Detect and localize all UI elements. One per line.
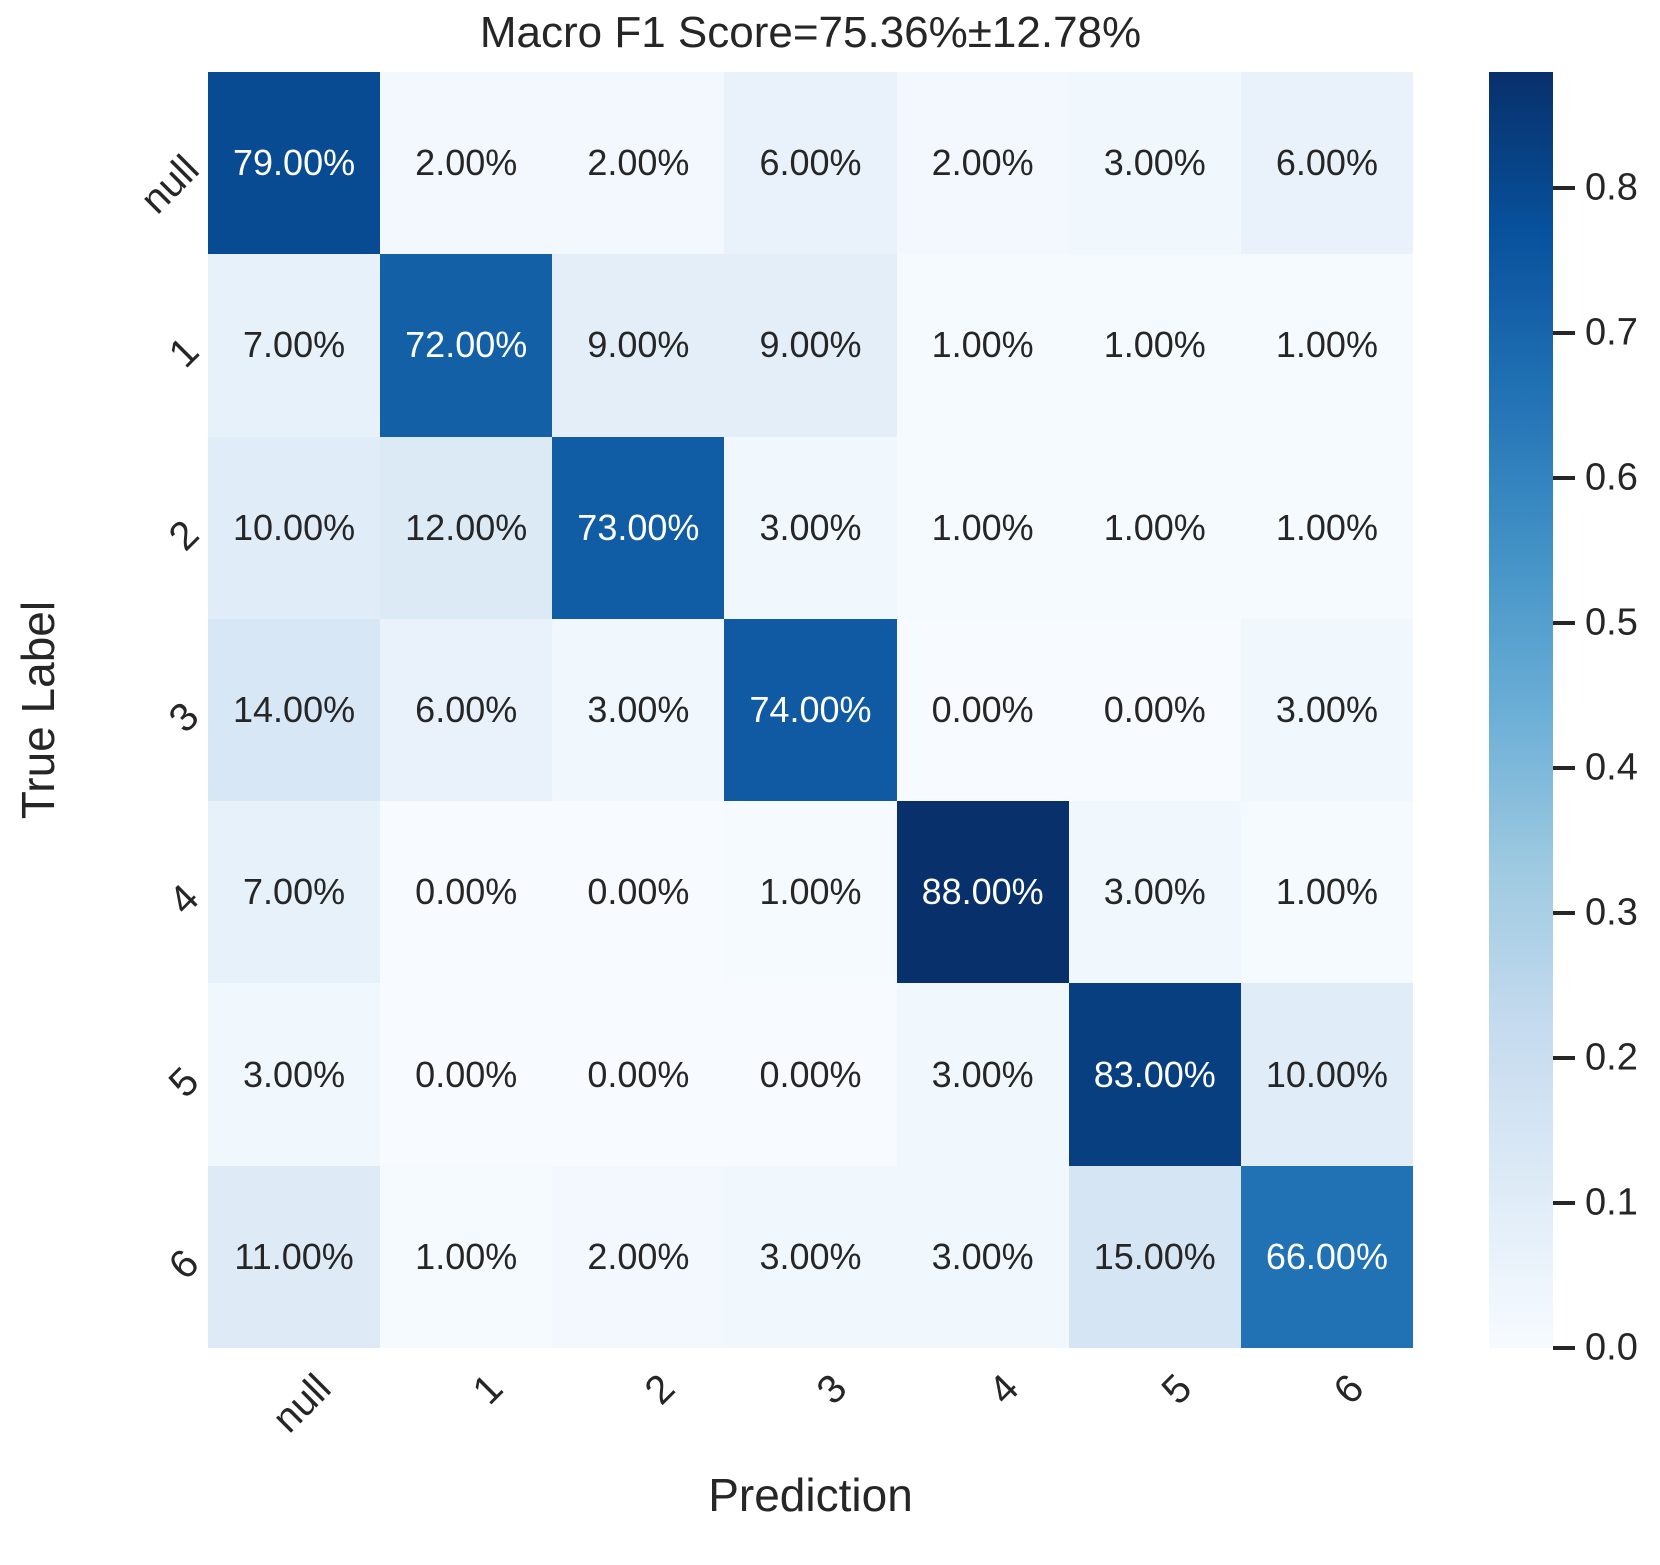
colorbar-tick-mark bbox=[1553, 911, 1575, 915]
x-tick-label: 3 bbox=[808, 1366, 856, 1413]
colorbar-tick-mark bbox=[1553, 186, 1575, 190]
heatmap-cell: 3.00% bbox=[1068, 72, 1241, 255]
heatmap-cell: 10.00% bbox=[1240, 983, 1413, 1166]
colorbar-tick-mark bbox=[1553, 766, 1575, 770]
x-tick-label: 2 bbox=[636, 1366, 684, 1413]
heatmap-cell: 1.00% bbox=[1240, 254, 1413, 437]
heatmap-cell: 7.00% bbox=[208, 254, 381, 437]
y-tick-label: 1 bbox=[160, 329, 208, 377]
heatmap-cell: 0.00% bbox=[1068, 618, 1241, 802]
heatmap-cell: 66.00% bbox=[1240, 1165, 1413, 1348]
heatmap-cell: 1.00% bbox=[724, 801, 897, 984]
heatmap-cell: 1.00% bbox=[1068, 436, 1241, 619]
heatmap-cell: 73.00% bbox=[552, 436, 725, 619]
heatmap-cell: 0.00% bbox=[380, 983, 553, 1166]
heatmap-cell: 15.00% bbox=[1068, 1165, 1241, 1348]
heatmap-cell: 9.00% bbox=[552, 254, 725, 437]
colorbar-tick-mark bbox=[1553, 1056, 1575, 1060]
heatmap-cell: 79.00% bbox=[208, 72, 381, 255]
heatmap-cell: 88.00% bbox=[896, 801, 1069, 984]
heatmap-cell: 1.00% bbox=[896, 254, 1069, 437]
heatmap-cell: 0.00% bbox=[896, 618, 1069, 802]
x-tick-label: 4 bbox=[980, 1366, 1028, 1413]
colorbar-tick-label: 0.8 bbox=[1585, 166, 1638, 209]
heatmap-cell: 72.00% bbox=[380, 254, 553, 437]
y-axis-label: True Label bbox=[12, 600, 64, 820]
x-tick-label: 1 bbox=[464, 1366, 512, 1413]
colorbar-tick-label: 0.1 bbox=[1585, 1181, 1638, 1224]
heatmap-cell: 0.00% bbox=[552, 801, 725, 984]
colorbar-tick-mark bbox=[1553, 1346, 1575, 1350]
y-tick-label: 3 bbox=[160, 694, 208, 741]
heatmap-cell: 1.00% bbox=[1240, 801, 1413, 984]
heatmap-cell: 3.00% bbox=[896, 1165, 1069, 1348]
heatmap-cell: 83.00% bbox=[1068, 983, 1241, 1166]
heatmap-cell: 74.00% bbox=[724, 618, 897, 802]
heatmap-cell: 3.00% bbox=[208, 983, 381, 1166]
heatmap-cell: 1.00% bbox=[896, 436, 1069, 619]
heatmap-grid: 79.00% 2.00% 2.00% 6.00% 2.00% 3.00% 6.00% 7.00… bbox=[208, 72, 1413, 1348]
colorbar-tick-label: 0.0 bbox=[1585, 1326, 1638, 1369]
colorbar-tick-mark bbox=[1553, 476, 1575, 480]
chart-title: Macro F1 Score=75.36%±12.78% bbox=[479, 8, 1142, 57]
heatmap-cell: 11.00% bbox=[208, 1165, 381, 1348]
x-tick-label: 5 bbox=[1153, 1366, 1200, 1413]
colorbar-tick-label: 0.6 bbox=[1585, 456, 1638, 499]
colorbar-tick-mark bbox=[1553, 1201, 1575, 1205]
heatmap-cell: 6.00% bbox=[1240, 72, 1413, 255]
heatmap-cell: 2.00% bbox=[552, 72, 725, 255]
heatmap-cell: 6.00% bbox=[380, 618, 553, 802]
heatmap-cell: 0.00% bbox=[724, 983, 897, 1166]
heatmap-cell: 2.00% bbox=[552, 1165, 725, 1348]
heatmap-cell: 12.00% bbox=[380, 436, 553, 619]
colorbar-tick-mark bbox=[1553, 621, 1575, 625]
x-tick-label: 6 bbox=[1325, 1366, 1373, 1413]
y-tick-label: 5 bbox=[160, 1058, 208, 1106]
heatmap-cell: 2.00% bbox=[380, 72, 553, 255]
colorbar-tick-label: 0.3 bbox=[1585, 891, 1638, 934]
x-tick-label: null bbox=[264, 1366, 340, 1442]
colorbar-tick-label: 0.5 bbox=[1585, 601, 1638, 644]
y-tick-label: 6 bbox=[160, 1240, 208, 1288]
y-tick-label: 4 bbox=[160, 876, 208, 924]
y-tick-label: 2 bbox=[160, 511, 208, 559]
heatmap-cell: 9.00% bbox=[724, 254, 897, 437]
heatmap-cell: 1.00% bbox=[380, 1165, 553, 1348]
heatmap-cell: 0.00% bbox=[380, 801, 553, 984]
heatmap-cell: 1.00% bbox=[1068, 254, 1241, 437]
heatmap-cell: 3.00% bbox=[724, 436, 897, 619]
colorbar-tick-label: 0.4 bbox=[1585, 746, 1638, 789]
heatmap-cell: 3.00% bbox=[896, 983, 1069, 1166]
heatmap-cell: 10.00% bbox=[208, 436, 381, 619]
heatmap-cell: 3.00% bbox=[1240, 618, 1413, 802]
colorbar bbox=[1489, 72, 1553, 1348]
heatmap-cell: 3.00% bbox=[724, 1165, 897, 1348]
colorbar-tick-label: 0.7 bbox=[1585, 311, 1638, 354]
heatmap-cell: 6.00% bbox=[724, 72, 897, 255]
heatmap-cell: 0.00% bbox=[552, 983, 725, 1166]
heatmap-cell: 7.00% bbox=[208, 801, 381, 984]
heatmap-cell: 3.00% bbox=[552, 618, 725, 802]
x-axis-label: Prediction bbox=[708, 1469, 913, 1521]
heatmap-cell: 1.00% bbox=[1240, 436, 1413, 619]
colorbar-tick-label: 0.2 bbox=[1585, 1036, 1638, 1079]
heatmap-cell: 14.00% bbox=[208, 618, 381, 802]
colorbar-tick-mark bbox=[1553, 331, 1575, 335]
heatmap-cell: 3.00% bbox=[1068, 801, 1241, 984]
heatmap-cell: 2.00% bbox=[896, 72, 1069, 255]
y-tick-label: null bbox=[132, 147, 208, 223]
